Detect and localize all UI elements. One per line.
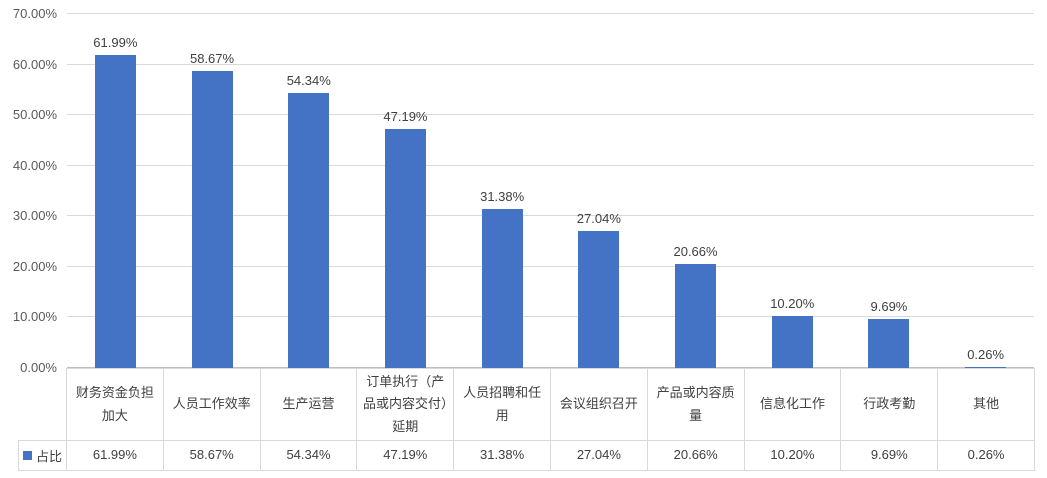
y-axis-tick-label: 10.00% <box>12 309 57 325</box>
bar <box>384 129 426 368</box>
bar <box>868 318 910 368</box>
bar <box>288 93 330 368</box>
bar-value-label: 54.34% <box>286 73 331 89</box>
legend-label: 占比 <box>35 449 62 464</box>
gridline <box>67 63 1034 65</box>
table-value-row: 占比 61.99% 58.67% 54.34% 47.19% 31.38% 27.04% 2… <box>18 440 1035 471</box>
legend-swatch-icon <box>22 451 32 460</box>
bar <box>771 316 813 368</box>
table-value-cells: 61.99% 58.67% 54.34% 47.19% 31.38% 27.04% 20.6… <box>67 441 1034 470</box>
y-axis-tick-label: 0.00% <box>20 360 57 375</box>
table-category-cell: 信息化工作 <box>745 369 842 440</box>
table-category-row: 财务资金负担加大 人员工作效率 生产运营 订单执行（产品或内容交付）延期 人员招聘和任用… <box>66 368 1035 440</box>
bar <box>191 71 233 368</box>
y-axis-tick-label: 50.00% <box>12 107 57 123</box>
table-category-cell: 订单执行（产品或内容交付）延期 <box>357 369 455 440</box>
table-category-cell: 会议组织召开 <box>551 369 648 440</box>
bar-value-label: 27.04% <box>576 211 621 227</box>
y-axis-tick-label: 30.00% <box>12 208 57 224</box>
bar-value-label: 58.67% <box>189 51 235 67</box>
bar-value-label: 20.66% <box>673 243 718 259</box>
x-axis-line <box>67 367 1034 368</box>
table-value-cell: 47.19% <box>357 441 455 470</box>
gridline <box>67 265 1034 267</box>
bar-value-label: 9.69% <box>870 298 908 314</box>
gridline <box>67 164 1034 166</box>
bar <box>675 263 717 368</box>
table-value-cell: 27.04% <box>551 441 648 470</box>
gridline <box>67 13 1034 14</box>
table-value-cell: 61.99% <box>67 441 164 470</box>
bar <box>578 231 620 368</box>
bar-value-label: 10.20% <box>770 296 815 312</box>
table-category-cell: 财务资金负担加大 <box>67 369 164 440</box>
bar-value-label: 0.26% <box>967 346 1005 362</box>
table-value-cell: 20.66% <box>648 441 745 470</box>
y-axis-tick-label: 60.00% <box>12 56 57 72</box>
table-value-cell: 0.26% <box>967 447 1005 463</box>
bar <box>965 366 1007 368</box>
bar <box>481 209 523 368</box>
table-category-cell: 产品或内容质量 <box>648 369 745 440</box>
gridline <box>67 114 1034 116</box>
table-value-cell: 10.20% <box>745 441 842 470</box>
table-value-cell: 31.38% <box>454 441 551 470</box>
bar-value-label: 47.19% <box>383 109 428 125</box>
gridline <box>67 215 1034 217</box>
table-category-cell: 生产运营 <box>261 369 358 440</box>
table-category-cell: 人员招聘和任用 <box>454 369 551 440</box>
y-axis-tick-label: 20.00% <box>12 258 57 274</box>
table-value-cell: 9.69% <box>841 441 939 470</box>
table-category-cell: 行政考勤 <box>841 369 939 440</box>
bar-value-label: 61.99% <box>93 34 138 50</box>
y-axis-tick-label: 70.00% <box>12 6 57 21</box>
legend: 占比 <box>19 441 67 470</box>
y-axis-tick-label: 40.00% <box>12 157 57 173</box>
gridline <box>67 316 1034 318</box>
table-category-cell: 人员工作效率 <box>164 369 261 440</box>
bar <box>94 54 136 368</box>
bar-value-label: 31.38% <box>480 189 525 205</box>
table-category-cell: 其他 <box>973 396 1000 412</box>
table-value-cell: 58.67% <box>164 441 261 470</box>
table-value-cell: 54.34% <box>261 441 358 470</box>
